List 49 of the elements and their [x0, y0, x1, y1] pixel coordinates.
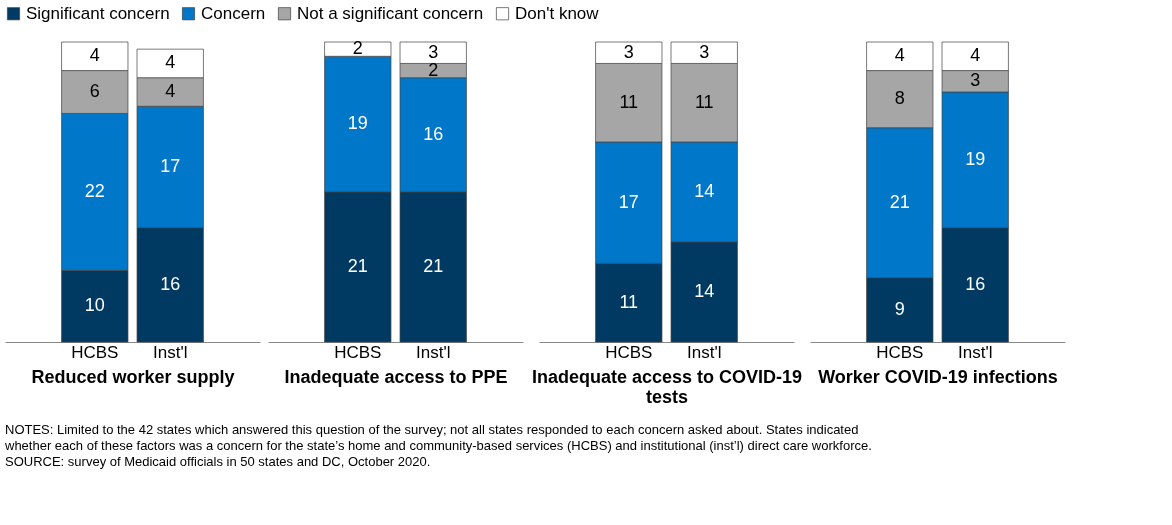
data-label: 2: [428, 59, 439, 80]
data-label: 3: [699, 41, 710, 62]
data-label: 14: [694, 281, 715, 301]
x-tick-label: HCBS: [71, 342, 119, 362]
data-label: 17: [618, 191, 639, 212]
legend-label: Not a significant concern: [297, 3, 484, 23]
data-label: 11: [619, 291, 639, 312]
x-tick-label: HCBS: [334, 342, 382, 362]
legend-label: Don't know: [515, 3, 600, 23]
legend-label: Concern: [201, 3, 266, 23]
x-axis-title: Worker COVID-19 infections: [818, 366, 1058, 387]
x-tick-label: Inst'l: [416, 342, 451, 362]
source-note: SOURCE: survey of Medicaid officials in 50 states and DC, October 2020.: [5, 454, 431, 469]
data-label: 3: [428, 41, 439, 62]
data-label: 4: [894, 45, 905, 66]
data-label: 4: [165, 81, 176, 101]
data-label: 22: [84, 181, 105, 201]
data-label: 21: [423, 256, 444, 276]
x-tick-label: Inst'l: [687, 342, 722, 362]
data-label: 6: [89, 81, 100, 101]
text: NOTES: Limited to the 42 states which answered this question of the survey; not all states responded to each concern asked about. States indicated whether each of these factors was a concern for the state’s home and community-based services (HCBS) and institutional (inst’l) direct care workforce.: [4, 422, 872, 453]
data-label: 16: [965, 273, 986, 294]
x-tick-label: HCBS: [876, 342, 924, 362]
data-label: 19: [347, 113, 368, 134]
data-label: 11: [694, 91, 714, 112]
data-label: 14: [694, 181, 715, 201]
data-label: 4: [970, 45, 981, 66]
data-label: 3: [970, 70, 981, 91]
data-label: 10: [84, 295, 105, 316]
data-label: 19: [965, 148, 986, 169]
data-label: 4: [165, 52, 176, 73]
x-tick-label: Inst'l: [958, 342, 993, 362]
x-tick-label: HCBS: [605, 342, 653, 362]
data-label: 11: [619, 91, 639, 112]
data-label: 4: [89, 45, 100, 66]
data-label: 9: [894, 298, 905, 319]
x-axis-title: Inadequate access to COVID-19 tests: [531, 366, 803, 407]
data-label: 16: [160, 273, 181, 294]
data-label: 21: [889, 191, 910, 212]
legend-label: Significant concern: [26, 3, 170, 23]
data-label: 17: [160, 156, 181, 176]
data-label: 21: [347, 256, 368, 276]
data-label: 2: [352, 38, 363, 59]
data-label: 8: [894, 88, 905, 109]
x-axis-title: Reduced worker supply: [31, 366, 235, 387]
data-label: 3: [623, 41, 634, 62]
x-axis-title: Inadequate access to PPE: [284, 366, 508, 387]
x-tick-label: Inst'l: [153, 342, 188, 362]
data-label: 16: [423, 123, 444, 144]
